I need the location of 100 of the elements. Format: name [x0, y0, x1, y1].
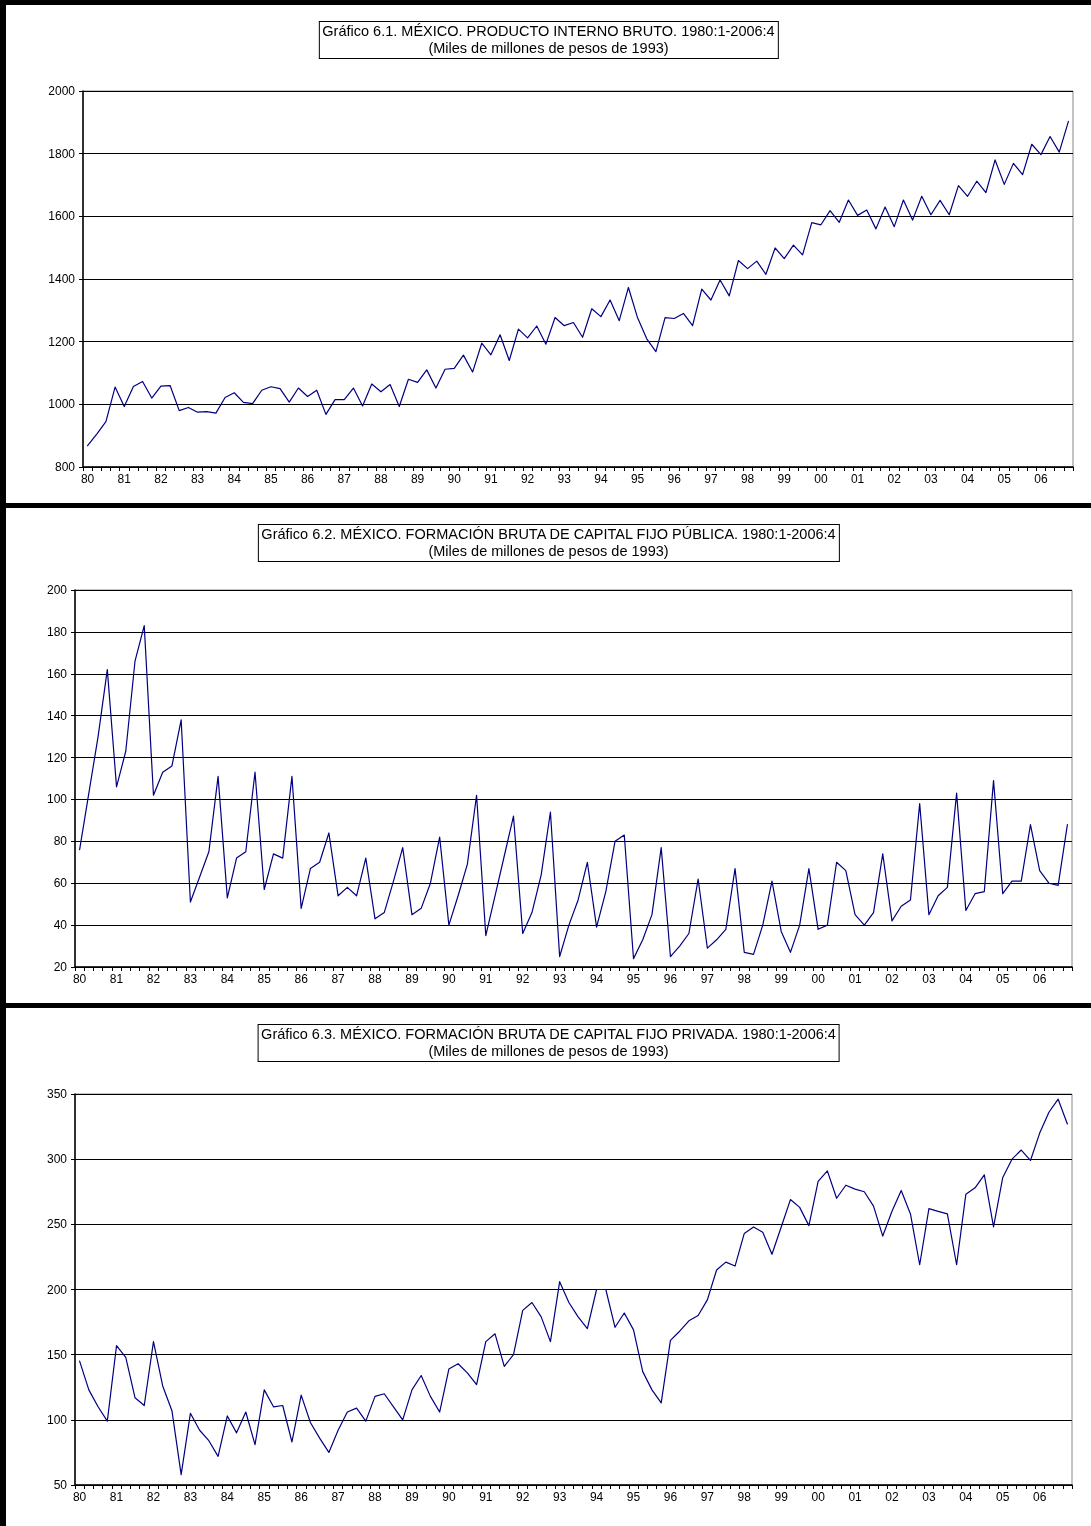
x-tick-label: 91	[479, 1490, 493, 1504]
x-tick-label: 01	[850, 472, 865, 486]
y-tick-label: 120	[46, 750, 68, 765]
y-tick-label: 50	[53, 1478, 68, 1492]
x-tick-label: 00	[814, 472, 828, 486]
x-tick-label: 03	[922, 1490, 936, 1504]
x-tick-label: 93	[557, 472, 572, 486]
chart-title: Gráfico 6.3. MÉXICO. FORMACIÓN BRUTA DE CAPITAL FIJO PRIVADA. 1980:1-2006:4	[261, 1026, 836, 1043]
x-tick-label: 04	[959, 1490, 973, 1504]
y-tick-label: 80	[53, 834, 68, 849]
x-tick-label: 86	[294, 972, 309, 986]
x-tick-label: 06	[1033, 1490, 1047, 1504]
x-tick-label: 84	[220, 1490, 235, 1504]
x-tick-label: 96	[663, 1490, 678, 1504]
x-tick-label: 93	[552, 1490, 567, 1504]
x-tick-label: 85	[257, 1490, 272, 1504]
chart-title: Gráfico 6.1. MÉXICO. PRODUCTO INTERNO BRUTO. 1980:1-2006:4	[322, 23, 775, 40]
x-tick-label: 90	[447, 472, 462, 486]
x-tick-label: 97	[704, 472, 718, 486]
x-tick-label: 92	[520, 472, 535, 486]
y-tick-label: 800	[54, 460, 76, 474]
y-tick-label: 100	[46, 792, 68, 807]
x-tick-label: 80	[72, 972, 87, 986]
x-tick-label: 96	[663, 972, 678, 986]
y-tick-label: 350	[46, 1087, 68, 1101]
y-tick-label: 60	[53, 876, 68, 891]
y-tick-label: 1000	[48, 397, 76, 412]
x-tick-label: 81	[109, 1490, 124, 1504]
y-tick-label: 20	[53, 960, 68, 974]
x-tick-label: 01	[848, 1490, 863, 1504]
y-tick-label: 250	[46, 1217, 68, 1232]
x-tick-label: 87	[331, 1490, 346, 1504]
chart-subtitle: (Miles de millones de pesos de 1993)	[427, 543, 670, 560]
x-tick-label: 02	[887, 472, 902, 486]
x-tick-label: 99	[774, 1490, 789, 1504]
x-tick-label: 83	[183, 1490, 198, 1504]
y-tick-label: 1200	[48, 334, 76, 349]
x-tick-label: 84	[227, 472, 242, 486]
x-tick-label: 05	[996, 972, 1010, 986]
y-tick-label: 140	[46, 708, 68, 723]
y-tick-label: 200	[46, 1282, 68, 1297]
x-tick-label: 98	[737, 972, 752, 986]
chart-subtitle: (Miles de millones de pesos de 1993)	[427, 1043, 670, 1060]
x-tick-label: 00	[811, 1490, 826, 1504]
x-tick-label: 05	[997, 472, 1012, 486]
y-tick-label: 300	[46, 1152, 68, 1167]
x-tick-label: 81	[117, 472, 132, 486]
x-tick-label: 81	[109, 972, 124, 986]
x-tick-label: 91	[479, 972, 493, 986]
x-tick-label: 88	[374, 472, 388, 486]
x-tick-label: 95	[626, 1490, 641, 1504]
x-tick-label: 80	[72, 1490, 87, 1504]
line-series	[79, 1098, 1068, 1476]
x-tick-label: 83	[183, 972, 198, 986]
x-tick-label: 80	[80, 472, 95, 486]
x-tick-label: 06	[1033, 972, 1047, 986]
x-tick-label: 99	[777, 472, 792, 486]
x-tick-label: 88	[368, 972, 383, 986]
x-tick-label: 94	[594, 472, 608, 486]
y-tick-label: 1400	[48, 272, 76, 286]
x-tick-label: 05	[996, 1490, 1010, 1504]
x-tick-label: 95	[626, 972, 641, 986]
y-tick-label: 200	[46, 583, 68, 597]
x-tick-label: 96	[667, 472, 682, 486]
x-tick-label: 97	[700, 972, 715, 986]
x-tick-label: 85	[257, 972, 272, 986]
x-tick-label: 89	[405, 972, 419, 986]
line-series	[79, 625, 1068, 960]
x-tick-label: 06	[1034, 472, 1048, 486]
x-tick-label: 92	[516, 972, 530, 986]
y-tick-label: 100	[46, 1412, 68, 1427]
x-tick-label: 92	[516, 1490, 530, 1504]
x-tick-label: 82	[146, 972, 161, 986]
x-tick-label: 87	[331, 972, 346, 986]
y-tick-label: 2000	[48, 84, 76, 98]
x-tick-label: 90	[442, 1490, 456, 1504]
y-tick-label: 1800	[48, 146, 76, 161]
x-tick-label: 88	[368, 1490, 383, 1504]
x-tick-label: 99	[774, 972, 789, 986]
x-tick-label: 85	[264, 472, 278, 486]
x-tick-label: 95	[630, 472, 645, 486]
x-tick-label: 04	[960, 472, 975, 486]
line-series	[86, 120, 1070, 447]
x-tick-label: 03	[924, 472, 938, 486]
x-tick-label: 97	[700, 1490, 715, 1504]
x-tick-label: 93	[552, 972, 567, 986]
y-tick-label: 180	[46, 624, 68, 639]
chart-subtitle: (Miles de millones de pesos de 1993)	[427, 40, 670, 57]
y-tick-label: 40	[53, 918, 68, 933]
x-tick-label: 03	[922, 972, 936, 986]
x-tick-label: 02	[885, 972, 899, 986]
x-tick-label: 91	[484, 472, 498, 486]
chart-title: Gráfico 6.2. MÉXICO. FORMACIÓN BRUTA DE CAPITAL FIJO PÚBLICA. 1980:1-2006:4	[261, 526, 836, 543]
x-tick-label: 89	[410, 472, 425, 486]
y-tick-label: 1600	[48, 209, 76, 224]
x-tick-label: 98	[740, 472, 755, 486]
x-tick-label: 86	[294, 1490, 309, 1504]
x-tick-label: 89	[405, 1490, 419, 1504]
x-tick-label: 01	[848, 972, 863, 986]
x-tick-label: 00	[811, 972, 826, 986]
